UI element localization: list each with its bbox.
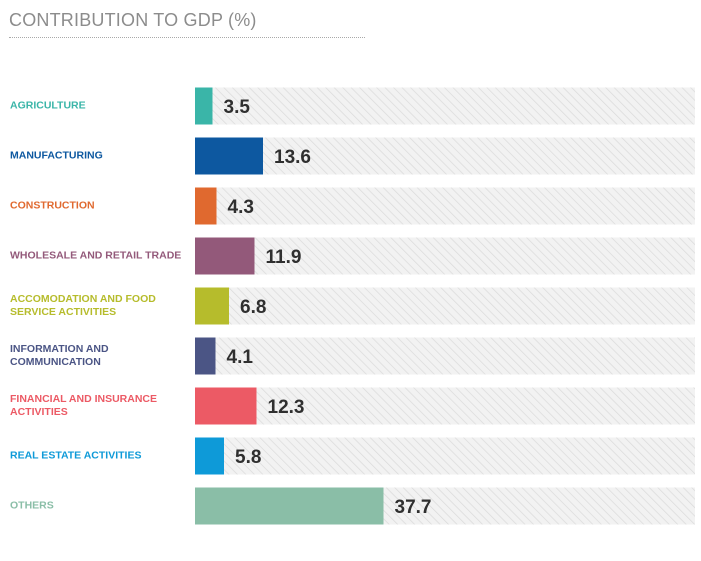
bar [195, 137, 263, 175]
bar [195, 187, 217, 225]
bar [195, 337, 216, 375]
bar-track [195, 387, 695, 425]
bar-track [195, 237, 695, 275]
data-label: 6.8 [240, 297, 266, 318]
category-label: FINANCIAL AND INSURANCE ACTIVITIES [10, 393, 157, 418]
chart-title: CONTRIBUTION TO GDP (%) [9, 10, 257, 30]
bars-layer: 3.5 13.6 4.3 11.9 6.8 4.1 12.3 5.8 37.7 [195, 87, 695, 525]
data-label: 13.6 [274, 147, 311, 168]
category-label: REAL ESTATE ACTIVITIES [10, 449, 142, 462]
bar-track [195, 187, 695, 225]
data-label: 11.9 [266, 247, 302, 268]
category-label: CONSTRUCTION [10, 199, 95, 212]
bar-track [195, 137, 695, 175]
bar [195, 437, 224, 475]
bar-track [195, 337, 695, 375]
category-label: MANUFACTURING [10, 149, 103, 162]
data-label: 4.3 [228, 197, 254, 218]
bar [195, 237, 255, 275]
category-label: INFORMATION AND COMMUNICATION [10, 343, 109, 368]
bar-track [195, 437, 695, 475]
bar [195, 387, 257, 425]
category-label: WHOLESALE AND RETAIL TRADE [10, 249, 182, 262]
category-label: AGRICULTURE [10, 99, 86, 112]
category-label: ACCOMODATION AND FOOD SERVICE ACTIVITIES [10, 293, 156, 318]
bar [195, 287, 229, 325]
data-label: 37.7 [395, 497, 432, 518]
category-label: OTHERS [10, 499, 54, 512]
bar [195, 487, 384, 525]
data-label: 5.8 [235, 447, 261, 468]
data-label: 4.1 [227, 347, 254, 368]
bar-track [195, 287, 695, 325]
bar-track [195, 87, 695, 125]
data-label: 12.3 [268, 397, 305, 418]
bar [195, 87, 213, 125]
data-label: 3.5 [224, 97, 251, 118]
title-divider [9, 37, 365, 38]
